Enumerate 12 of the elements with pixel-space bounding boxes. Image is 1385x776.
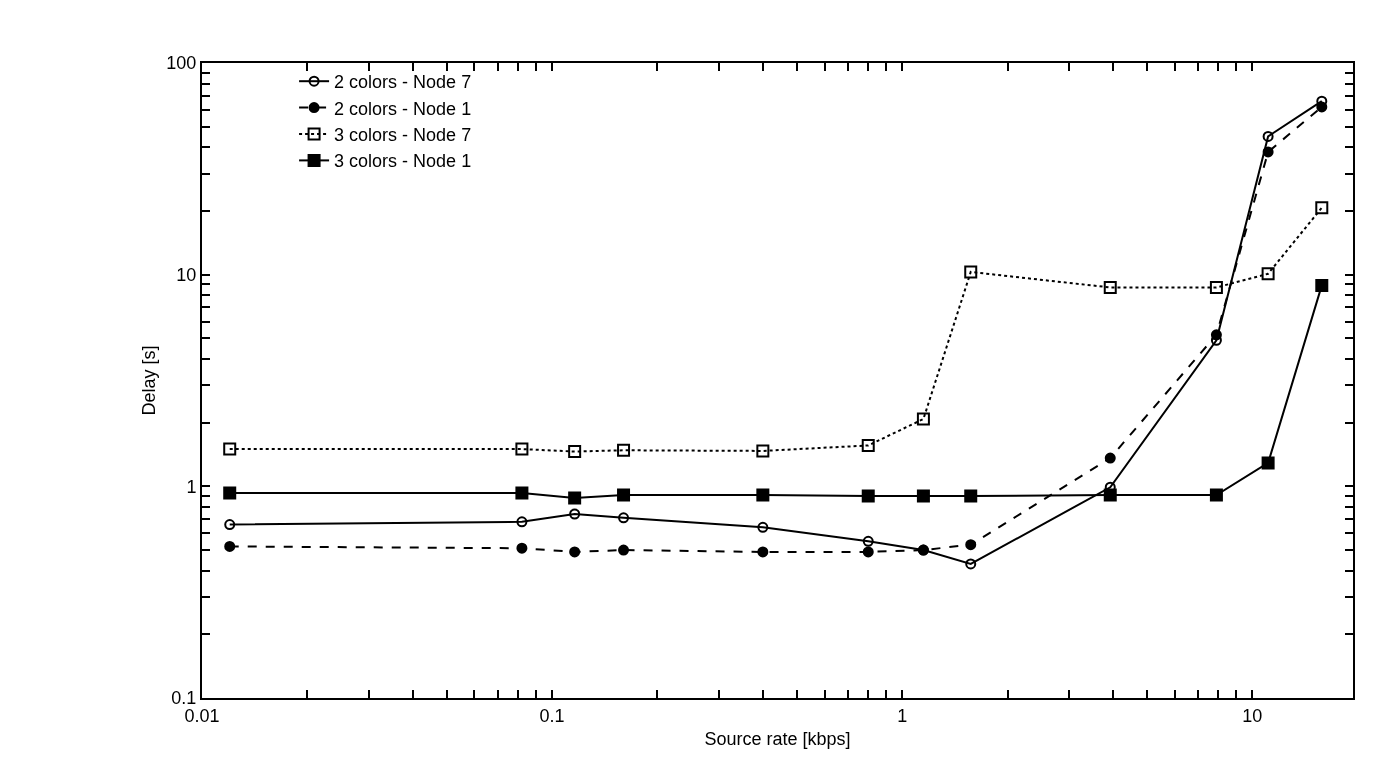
legend-label: 3 colors - Node 1 bbox=[334, 151, 472, 172]
x-axis-title: Source rate [kbps] bbox=[704, 729, 851, 750]
x-tick-label: 0.1 bbox=[539, 705, 565, 726]
legend-label: 2 colors - Node 1 bbox=[334, 98, 472, 119]
y-tick-label: 1 bbox=[186, 476, 197, 497]
x-tick-label: 10 bbox=[1242, 705, 1263, 726]
y-axis-title: Delay [s] bbox=[139, 345, 159, 416]
x-tick-label: 1 bbox=[897, 705, 908, 726]
legend-label: 3 colors - Node 7 bbox=[334, 125, 472, 146]
y-tick-label: 10 bbox=[176, 264, 197, 285]
legend-label: 2 colors - Node 7 bbox=[334, 72, 472, 93]
y-tick-label: 100 bbox=[166, 53, 197, 74]
